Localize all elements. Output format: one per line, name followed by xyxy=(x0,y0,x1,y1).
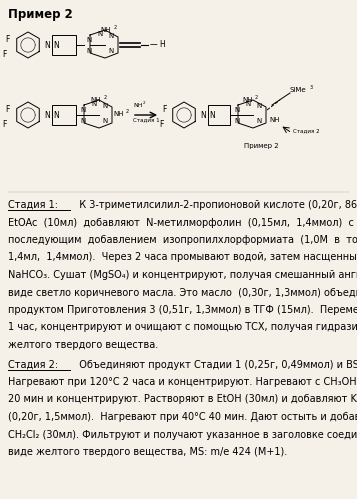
Text: Нагревают при 120°С 2 часа и концентрируют. Нагревают с CH₃OH (20мл): Нагревают при 120°С 2 часа и концентриру… xyxy=(8,377,357,387)
Text: F: F xyxy=(162,105,166,114)
Text: NH: NH xyxy=(133,103,142,108)
Text: Стадия 2:: Стадия 2: xyxy=(8,359,58,369)
Text: N: N xyxy=(80,118,85,124)
Text: 2: 2 xyxy=(114,25,117,30)
Text: N: N xyxy=(91,101,96,107)
Text: CH₂Cl₂ (30мл). Фильтруют и получают указанное в заголовке соединение в: CH₂Cl₂ (30мл). Фильтруют и получают указ… xyxy=(8,430,357,440)
Text: N: N xyxy=(102,103,107,109)
Text: F: F xyxy=(5,35,9,44)
Text: F: F xyxy=(2,120,6,129)
Text: 1,4мл,  1,4ммол).  Через 2 часа промывают водой, затем насщенным: 1,4мл, 1,4ммол). Через 2 часа промывают … xyxy=(8,252,357,262)
Text: N: N xyxy=(80,107,85,113)
Text: N: N xyxy=(234,118,239,124)
Text: 2: 2 xyxy=(126,109,129,114)
Text: NaHCO₃. Сушат (MgSO₄) и концентрируют, получая смешанный ангидрид в: NaHCO₃. Сушат (MgSO₄) и концентрируют, п… xyxy=(8,270,357,280)
Text: NH: NH xyxy=(90,97,101,103)
Text: N: N xyxy=(86,48,91,54)
Text: N: N xyxy=(256,103,261,109)
Text: — H: — H xyxy=(150,40,166,49)
Text: последующим  добавлением  изопропилхлорформиата  (1,0М  в  толуоле,: последующим добавлением изопропилхлорфор… xyxy=(8,235,357,245)
Text: Пример 2: Пример 2 xyxy=(244,143,278,149)
Text: N: N xyxy=(245,101,250,107)
Text: продуктом Приготовления 3 (0,51г, 1,3ммол) в ТГФ (15мл).  Перемешивают: продуктом Приготовления 3 (0,51г, 1,3ммо… xyxy=(8,305,357,315)
Text: N: N xyxy=(102,118,107,124)
Text: EtOAc  (10мл)  добавляют  N-метилморфолин  (0,15мл,  1,4ммол)  с: EtOAc (10мл) добавляют N-метилморфолин (… xyxy=(8,218,354,228)
Text: 2: 2 xyxy=(104,95,107,100)
Text: желтого твердого вещества.: желтого твердого вещества. xyxy=(8,340,158,350)
Text: N: N xyxy=(44,41,50,50)
Text: Стадия 1:: Стадия 1: xyxy=(8,200,58,210)
Text: виде желтого твердого вещества, MS: m/e 424 (М+1).: виде желтого твердого вещества, MS: m/e … xyxy=(8,447,287,457)
Text: N: N xyxy=(44,111,50,120)
Text: 3: 3 xyxy=(310,85,313,90)
Text: F: F xyxy=(159,120,164,129)
Text: Стадия 1: Стадия 1 xyxy=(133,117,160,122)
Bar xyxy=(52,35,76,55)
Text: NH: NH xyxy=(269,117,280,123)
Text: N: N xyxy=(108,48,113,54)
Text: NH: NH xyxy=(100,27,111,33)
Text: 20 мин и концентрируют. Растворяют в EtOH (30мл) и добавляют K₂CO₃: 20 мин и концентрируют. Растворяют в EtO… xyxy=(8,395,357,405)
Text: Пример 2: Пример 2 xyxy=(8,8,73,21)
Text: виде светло коричневого масла. Это масло  (0,30г, 1,3ммол) объединяют с: виде светло коричневого масла. Это масло… xyxy=(8,287,357,297)
Text: 1 час, концентрируют и очищают с помощью ТСХ, получая гидразид в виде: 1 час, концентрируют и очищают с помощью… xyxy=(8,322,357,332)
Text: SiMe: SiMe xyxy=(290,87,307,93)
Text: 2: 2 xyxy=(143,101,146,105)
Text: F: F xyxy=(2,50,6,59)
Text: N: N xyxy=(209,111,215,120)
Bar xyxy=(208,105,230,125)
Text: NH: NH xyxy=(242,97,252,103)
Text: N: N xyxy=(53,41,59,50)
Text: 2: 2 xyxy=(255,95,258,100)
Text: N: N xyxy=(256,118,261,124)
Text: F: F xyxy=(5,105,9,114)
Text: N: N xyxy=(53,111,59,120)
Text: N: N xyxy=(108,33,113,39)
Bar xyxy=(52,105,76,125)
Text: N: N xyxy=(234,107,239,113)
Text: N: N xyxy=(86,37,91,43)
Text: N: N xyxy=(97,31,102,37)
Text: К 3-триметилсилил-2-пропионовой кислоте (0,20г, 86ммол) в: К 3-триметилсилил-2-пропионовой кислоте … xyxy=(73,200,357,210)
Text: Объединяют продукт Стадии 1 (0,25г, 0,49ммол) и BSA (6,0мл).: Объединяют продукт Стадии 1 (0,25г, 0,49… xyxy=(73,359,357,369)
Text: Стадия 2: Стадия 2 xyxy=(293,128,320,133)
Text: N: N xyxy=(200,111,206,120)
Text: (0,20г, 1,5ммол).  Нагревают при 40°С 40 мин. Дают остыть и добавляют: (0,20г, 1,5ммол). Нагревают при 40°С 40 … xyxy=(8,412,357,422)
Text: NH: NH xyxy=(113,111,124,117)
